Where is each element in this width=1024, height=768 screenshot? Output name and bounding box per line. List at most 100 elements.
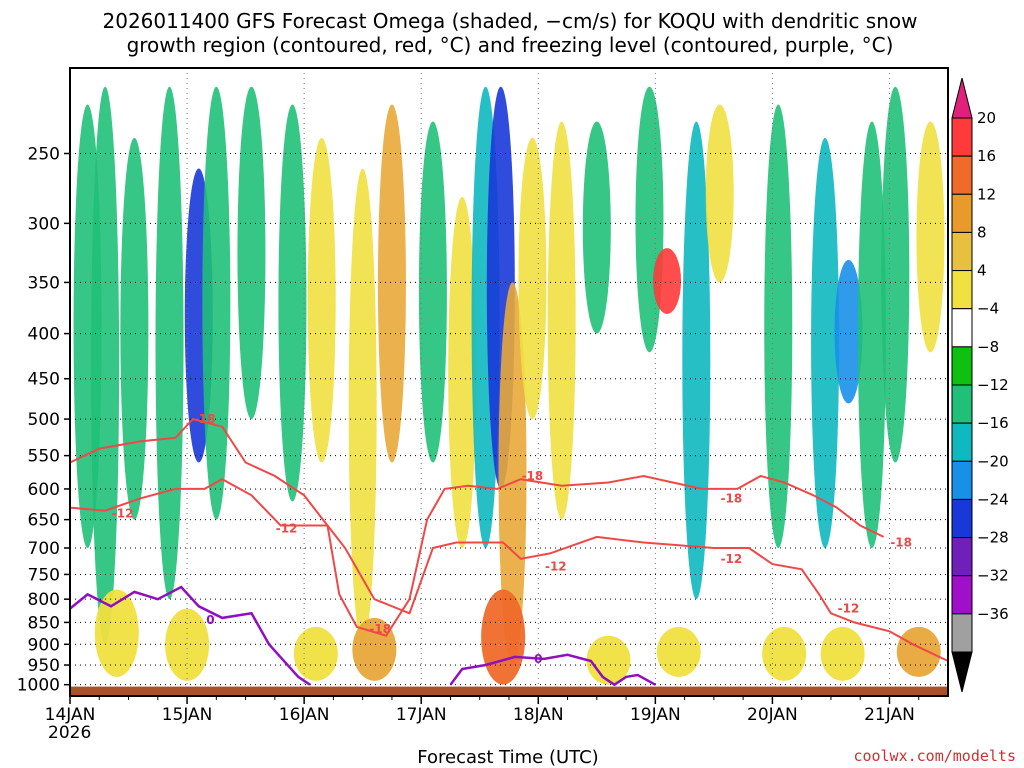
colorbar-label-8: −16 (977, 414, 1009, 432)
contour-label-2: -12 (276, 521, 298, 535)
y-tick-label-500: 500 (28, 410, 60, 430)
y-tick-label-350: 350 (28, 273, 60, 293)
omega-band-23 (764, 104, 793, 549)
omega-band-3 (155, 86, 184, 600)
colorbar-segment-11 (951, 537, 973, 577)
y-tick-label-950: 950 (28, 656, 60, 676)
contour-label-6: -18 (721, 491, 743, 505)
colorbar-segment-4 (951, 270, 973, 310)
omega-band-18 (582, 121, 611, 334)
colorbar-segment-1 (951, 155, 973, 195)
x-tick-label-19JAN: 19JAN (630, 705, 681, 725)
omega-band-24 (811, 137, 840, 549)
colorbar-segment-12 (951, 575, 973, 615)
y-tick-label-400: 400 (28, 325, 60, 345)
omega-band-2 (120, 137, 149, 520)
x-tick-label-16JAN: 16JAN (279, 705, 330, 725)
contour-label-8: -18 (890, 535, 912, 549)
omega-band-1 (91, 86, 120, 645)
x-year-label: 2026 (48, 723, 91, 743)
terrain (70, 686, 948, 696)
omega-shading (73, 86, 945, 685)
contour-labels: -18 -12 -12 -18 -18 -12 -18 -12 -18 -12 0 0 (112, 412, 912, 666)
plot-area: -18 -12 -12 -18 -18 -12 -18 -12 -18 -12 0 0 (69, 67, 949, 697)
x-tick-label-15JAN: 15JAN (162, 705, 213, 725)
y-tick-label-750: 750 (28, 565, 60, 585)
y-tick-label-650: 650 (28, 511, 60, 531)
low-level-patch-1 (165, 608, 210, 681)
x-axis-title: Forecast Time (UTC) (417, 747, 598, 768)
colorbar-segment-6 (951, 346, 973, 386)
y-tick-label-850: 850 (28, 613, 60, 633)
x-tick-label-14JAN: 14JAN (45, 705, 96, 725)
credit-text: coolwx.com/modelts (853, 747, 1016, 765)
colorbar-segment-7 (951, 384, 973, 424)
colorbar-segment-5 (951, 308, 973, 348)
colorbar-segment-3 (951, 231, 973, 272)
colorbar: 20 16 12 8 4 −4 −8 −12 −16 −20 −24 −28 −32 −36 (951, 77, 1009, 693)
chart-title-line-1: 2026011400 GFS Forecast Omega (shaded, −… (103, 9, 918, 33)
omega-band-9 (348, 168, 377, 645)
colorbar-label-9: −20 (977, 452, 1009, 470)
colorbar-label-6: −8 (977, 338, 999, 356)
omega-band-6 (237, 86, 266, 420)
dgz-minus18-contour (69, 417, 885, 637)
contour-label-7: -12 (721, 552, 743, 566)
contour-label-0: -18 (194, 412, 216, 426)
colorbar-label-1: 16 (977, 147, 996, 165)
colorbar-segment-9 (951, 460, 973, 500)
omega-band-11 (418, 121, 447, 463)
contour-label-4: -18 (522, 469, 544, 483)
colorbar-label-11: −28 (977, 529, 1009, 547)
colorbar-segment-2 (951, 193, 973, 233)
x-axis: 14JAN 15JAN 16JAN 17JAN 18JAN 19JAN 20JAN 21JAN (45, 696, 920, 725)
low-level-patch-2 (293, 626, 338, 681)
omega-band-21 (682, 121, 711, 600)
low-level-patch-0 (94, 589, 139, 677)
freezing-level-contour (69, 585, 311, 686)
omega-band-26 (857, 121, 886, 549)
freezing-level-contour-2 (449, 653, 656, 687)
omega-band-28 (916, 121, 945, 353)
low-level-patch-8 (820, 626, 865, 681)
omega-band-27 (881, 86, 910, 463)
low-level-patch-6 (656, 626, 701, 677)
colorbar-segment-0 (951, 117, 973, 157)
terrain-fill (70, 686, 948, 696)
y-tick-label-900: 900 (28, 635, 60, 655)
omega-band-5 (202, 86, 231, 520)
colorbar-top-arrow (951, 77, 973, 119)
omega-band-19 (635, 86, 664, 353)
x-tick-label-20JAN: 20JAN (747, 705, 798, 725)
colorbar-label-12: −32 (977, 567, 1009, 585)
y-axis: 2503003504004505005506006507007508008509… (17, 144, 70, 696)
y-tick-label-450: 450 (28, 370, 60, 390)
omega-band-16 (518, 137, 547, 420)
low-level-patch-5 (586, 635, 631, 685)
colorbar-segment-13 (951, 613, 973, 653)
x-tick-label-18JAN: 18JAN (513, 705, 564, 725)
colorbar-segment-10 (951, 498, 973, 539)
contour-label-3: -18 (369, 622, 391, 636)
y-tick-label-300: 300 (28, 214, 60, 234)
colorbar-label-3: 8 (977, 223, 987, 241)
omega-band-20 (653, 248, 682, 314)
dgz-minus12-contour (69, 478, 949, 662)
colorbar-segment-8 (951, 422, 973, 462)
y-tick-label-550: 550 (28, 447, 60, 467)
contour-label-5: -12 (545, 560, 567, 574)
chart-title-line-2: growth region (contoured, red, °C) and f… (127, 33, 894, 57)
colorbar-label-10: −24 (977, 490, 1009, 508)
colorbar-label-0: 20 (977, 109, 996, 127)
colorbar-label-7: −12 (977, 376, 1009, 394)
colorbar-bottom-arrow (951, 651, 973, 693)
contour-label-9: -12 (838, 602, 860, 616)
omega-band-7 (278, 104, 307, 502)
y-tick-label-700: 700 (28, 539, 60, 559)
contour-label-10: 0 (206, 613, 214, 627)
colorbar-label-13: −36 (977, 605, 1009, 623)
y-tick-label-800: 800 (28, 590, 60, 610)
low-level-patch-7 (762, 626, 807, 681)
colorbar-label-5: −4 (977, 300, 999, 318)
contour-label-1: -12 (112, 507, 134, 521)
